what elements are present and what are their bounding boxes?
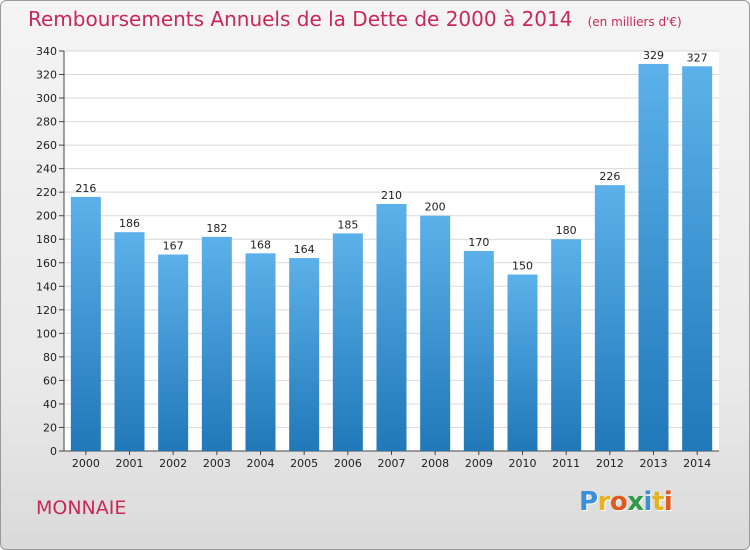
x-tick-label: 2008 <box>421 457 449 470</box>
data-label: 167 <box>163 240 184 253</box>
commune-name: MONNAIE <box>36 497 127 519</box>
bar <box>376 203 407 451</box>
y-tick-label: 60 <box>43 374 57 387</box>
x-tick-label: 2013 <box>640 457 668 470</box>
y-tick-label: 100 <box>36 327 57 340</box>
bar <box>114 232 145 451</box>
x-tick-label: 2001 <box>116 457 144 470</box>
data-label: 210 <box>381 189 402 202</box>
logo-letter: t <box>651 487 664 517</box>
x-tick-label: 2014 <box>683 457 711 470</box>
logo-letter: x <box>627 487 644 517</box>
x-tick-label: 2012 <box>596 457 624 470</box>
data-label: 216 <box>75 182 96 195</box>
logo-letter: P <box>579 487 598 517</box>
data-label: 329 <box>643 49 664 62</box>
y-tick-label: 220 <box>36 186 57 199</box>
proxiti-logo: Proxiti <box>579 487 673 517</box>
bar <box>682 66 713 451</box>
y-tick-label: 260 <box>36 139 57 152</box>
bar <box>507 274 538 451</box>
data-label: 186 <box>119 217 140 230</box>
bar <box>594 185 625 451</box>
bar <box>551 239 582 451</box>
data-label: 164 <box>294 243 315 256</box>
bar <box>70 196 101 451</box>
bar <box>463 251 494 451</box>
logo-letter: i <box>663 487 673 517</box>
data-label: 327 <box>687 51 708 64</box>
bar <box>289 258 320 451</box>
bar <box>420 215 451 451</box>
data-label: 182 <box>206 222 227 235</box>
logo-letter: o <box>609 487 628 517</box>
x-tick-label: 2005 <box>290 457 318 470</box>
data-label: 170 <box>468 236 489 249</box>
y-tick-label: 120 <box>36 304 57 317</box>
x-tick-label: 2003 <box>203 457 231 470</box>
y-tick-label: 40 <box>43 398 57 411</box>
bar <box>638 63 669 452</box>
data-label: 168 <box>250 238 271 251</box>
data-label: 180 <box>556 224 577 237</box>
x-tick-label: 2007 <box>378 457 406 470</box>
data-label: 185 <box>337 218 358 231</box>
x-tick-label: 2006 <box>334 457 362 470</box>
chart-subtitle: (en milliers d'€) <box>587 15 682 29</box>
y-tick-label: 160 <box>36 257 57 270</box>
y-tick-label: 280 <box>36 116 57 129</box>
y-tick-label: 0 <box>50 445 57 458</box>
x-tick-label: 2010 <box>509 457 537 470</box>
logo-letter: r <box>597 487 611 517</box>
chart-title: Remboursements Annuels de la Dette de 20… <box>28 7 573 31</box>
bar <box>201 236 232 451</box>
x-tick-label: 2011 <box>552 457 580 470</box>
logo-letter: i <box>643 487 653 517</box>
x-tick-label: 2009 <box>465 457 493 470</box>
data-label: 150 <box>512 260 533 273</box>
y-tick-label: 180 <box>36 233 57 246</box>
y-tick-label: 20 <box>43 421 57 434</box>
x-tick-label: 2002 <box>159 457 187 470</box>
data-label: 200 <box>425 201 446 214</box>
bar <box>245 253 276 451</box>
x-tick-label: 2000 <box>72 457 100 470</box>
y-tick-label: 300 <box>36 92 57 105</box>
y-tick-label: 340 <box>36 45 57 58</box>
y-tick-label: 320 <box>36 69 57 82</box>
y-tick-label: 140 <box>36 280 57 293</box>
bar <box>158 254 189 451</box>
y-tick-label: 80 <box>43 351 57 364</box>
title-row: Remboursements Annuels de la Dette de 20… <box>28 7 682 31</box>
bar <box>332 233 363 451</box>
x-tick-label: 2004 <box>247 457 275 470</box>
y-tick-label: 240 <box>36 163 57 176</box>
data-label: 226 <box>599 170 620 183</box>
y-tick-label: 200 <box>36 210 57 223</box>
